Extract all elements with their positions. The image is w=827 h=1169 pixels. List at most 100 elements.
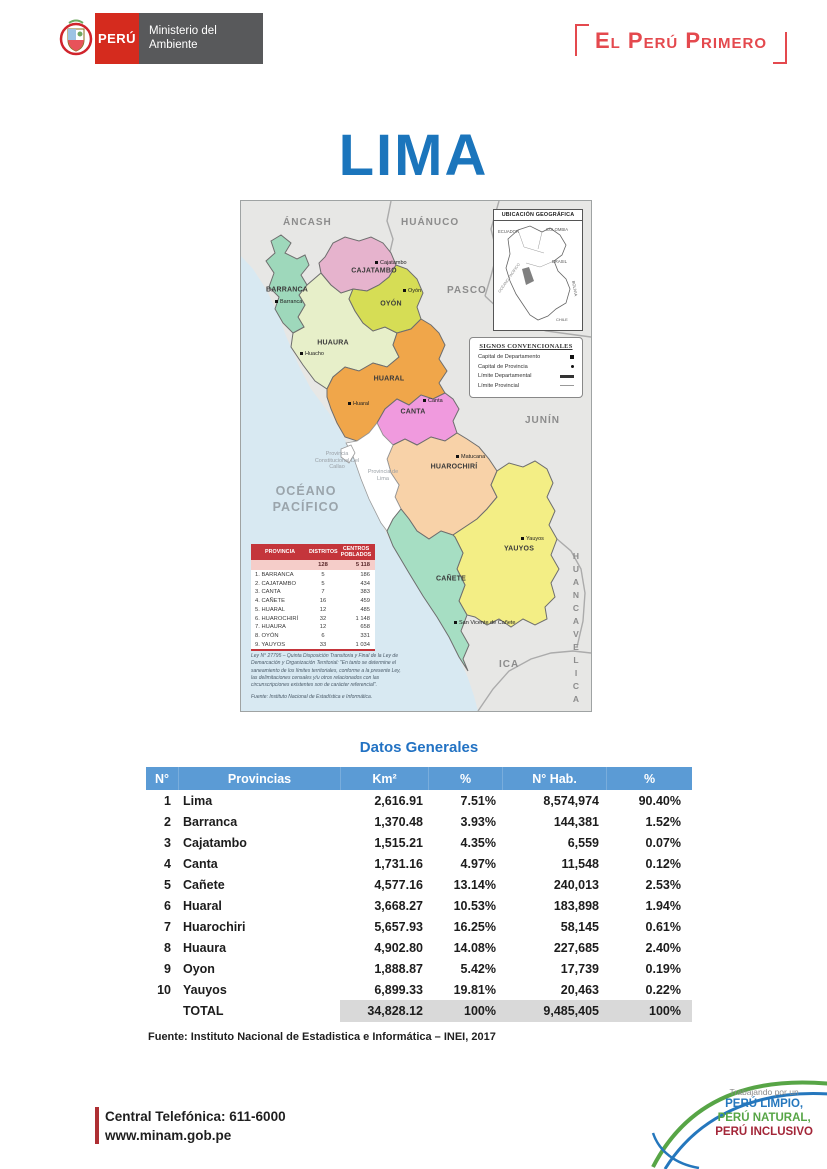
inset-row: 3. CANTA 7 383: [255, 589, 370, 596]
dot-symbol-icon: [571, 365, 574, 368]
swoosh-arcs-icon: [651, 1080, 827, 1169]
inset-row: 5. HUARAL 12 485: [255, 606, 370, 613]
table-row: 3 Cajatambo 1,515.21 4.35% 6,559 0.07%: [164, 835, 681, 850]
map-shapes: [241, 201, 591, 711]
ministry-label: Ministerio del Ambiente: [149, 25, 217, 51]
svg-text:BRASIL: BRASIL: [552, 259, 568, 264]
provincia-de-lima-shape: [345, 422, 402, 532]
page-title: LIMA: [338, 123, 489, 188]
ocean-label: OCÉANO PACÍFICO: [272, 484, 340, 514]
inset-total-row: 128 5 118: [251, 560, 375, 571]
capital-huacho: Huacho: [305, 351, 324, 357]
inset-row: 4. CAÑETE 16 459: [255, 598, 370, 605]
capital-dot: [275, 300, 278, 303]
square-symbol-icon: [570, 355, 574, 359]
table-source: Fuente: Instituto Nacional de Estadistic…: [148, 1031, 496, 1043]
label-barranca: BARRANCA: [265, 286, 309, 294]
col-provincias: Provincias: [178, 767, 340, 790]
capital-matucana: Matucana: [461, 454, 486, 460]
geographic-location-inset: UBICACIÓN GEOGRÁFICA ECUADOR COLOMBIA BR…: [493, 209, 583, 331]
inset-row: 8. OYÓN 6 331: [255, 633, 370, 640]
capital-yauyos: Yauyos: [526, 536, 544, 542]
bracket-bottom-right: [773, 32, 787, 64]
table-row: 1 Lima 2,616.91 7.51% 8,574,974 90.40%: [164, 793, 681, 808]
label-oyon: OYÓN: [380, 300, 402, 308]
bracket-top-left: [575, 24, 589, 56]
neighbor-huanuco: HUÁNUCO: [401, 217, 460, 228]
inset-col-provincia: PROVINCIA: [265, 549, 295, 556]
note-text: Ley N° 27795 – Quinta Disposición Transi…: [251, 653, 401, 688]
label-canete: CAÑETE: [436, 575, 466, 583]
label-yauyos: YAUYOS: [503, 545, 535, 553]
section-title: Datos Generales: [359, 739, 479, 756]
thick-line-symbol: [560, 374, 574, 378]
footer-phone: Central Telefónica: 611-6000: [105, 1109, 286, 1124]
capital-huaral: Huaral: [353, 401, 370, 407]
legend-title: SIGNOS CONVENCIONALES: [479, 343, 573, 350]
peru-outline-map: ECUADOR COLOMBIA BRASIL BOLIVIA CHILE OC…: [497, 225, 579, 322]
general-data-table: N° Provincias Km² % N° Hab. % 1 Lima 2,616…: [146, 767, 692, 1022]
capital-dot: [375, 261, 378, 264]
footer-red-bar: [95, 1107, 99, 1144]
inset-col-distritos: DISTRITOS: [309, 549, 338, 556]
brand-tagline: Trabajando por un PERÚ LIMPIO, PERÚ NATU…: [715, 1087, 813, 1139]
tagline-intro: Trabajando por un: [729, 1087, 799, 1097]
slogan-text: El Perú Primero: [594, 28, 768, 53]
label-cajatambo: CAJATAMBO: [351, 267, 397, 275]
barranca-shape: [265, 234, 310, 334]
tagline-natural: PERÚ NATURAL,: [717, 1112, 811, 1125]
capital-oyon: Oyón: [408, 288, 422, 294]
col-pct-hab: %: [606, 767, 692, 790]
capital-dot: [403, 289, 406, 292]
ministry-block: Ministerio del Ambiente: [139, 13, 263, 64]
lima-department-map: ÁNCASH HUÁNUCO PASCO JUNÍN ICA HUANCAVEL…: [240, 200, 592, 712]
footer-website: www.minam.gob.pe: [105, 1127, 232, 1143]
label-huaura: HUAURA: [317, 339, 349, 347]
capital-dot: [300, 352, 303, 355]
svg-text:CHILE: CHILE: [556, 317, 568, 322]
neighbor-pasco: PASCO: [447, 285, 487, 296]
label-huaral: HUARAL: [373, 375, 405, 383]
inset-row: 9. YAUYOS 33 1 034: [255, 642, 370, 649]
table-row: 10 Yauyos 6,899.33 19.81% 20,463 0.22%: [157, 982, 681, 997]
label-huarochiri: HUAROCHIRÍ: [430, 463, 478, 471]
el-peru-primero-logo: El Perú Primero: [575, 24, 787, 64]
thin-line-symbol: [560, 385, 574, 386]
peru-coat-of-arms-icon: [57, 13, 95, 64]
inset-row: 6. HUAROCHIRÍ 32 1 148: [255, 615, 370, 622]
capital-barranca: Barranca: [280, 299, 303, 305]
capital-dot: [423, 399, 426, 402]
note-source: Fuente: Instituto Nacional de Estadístic…: [251, 694, 373, 701]
neighbor-junin: JUNÍN: [525, 415, 561, 426]
legend-item: Límite Provincial: [478, 382, 520, 389]
col-km2: Km²: [340, 767, 428, 790]
table-header-row: N° Provincias Km² % N° Hab. %: [146, 767, 692, 790]
legend-item: Capital de Provincia: [478, 363, 528, 370]
inset-row: 2. CAJATAMBO 5 434: [255, 580, 370, 587]
government-logo: PERÚ Ministerio del Ambiente: [57, 13, 263, 64]
canete-shape: [386, 508, 470, 672]
legend-item: Límite Departamental: [478, 373, 532, 379]
table-row: 4 Canta 1,731.16 4.97% 11,548 0.12%: [164, 856, 681, 871]
peru-wordmark: PERÚ: [95, 13, 139, 64]
label-provincia-lima: Provincia de Lima: [367, 469, 399, 482]
table-row: 8 Huaura 4,902.80 14.08% 227,685 2.40%: [164, 940, 681, 955]
capital-cajatambo: Cajatambo: [380, 260, 407, 266]
capital-dot: [521, 537, 524, 540]
col-pct-km: %: [428, 767, 502, 790]
tagline-inclusivo: PERÚ INCLUSIVO: [715, 1126, 813, 1139]
col-numero: N°: [154, 771, 170, 786]
inset-title: UBICACIÓN GEOGRÁFICA: [494, 210, 582, 221]
svg-text:COLOMBIA: COLOMBIA: [546, 227, 568, 232]
inset-col-centros: CENTROS POBLADOS: [340, 546, 372, 559]
table-row: 6 Huaral 3,668.27 10.53% 183,898 1.94%: [164, 898, 681, 913]
legend-item: Capital de Departamento: [478, 354, 541, 360]
neighbor-ica: ICA: [499, 659, 520, 670]
inset-row: 7. HUAURA 12 658: [255, 624, 370, 631]
label-callao: Provincia Constitucional Del Callao: [314, 451, 360, 471]
capital-dot: [456, 455, 459, 458]
callao-shape: [340, 444, 356, 464]
oyon-shape: [348, 264, 424, 334]
capital-dot: [454, 621, 457, 624]
